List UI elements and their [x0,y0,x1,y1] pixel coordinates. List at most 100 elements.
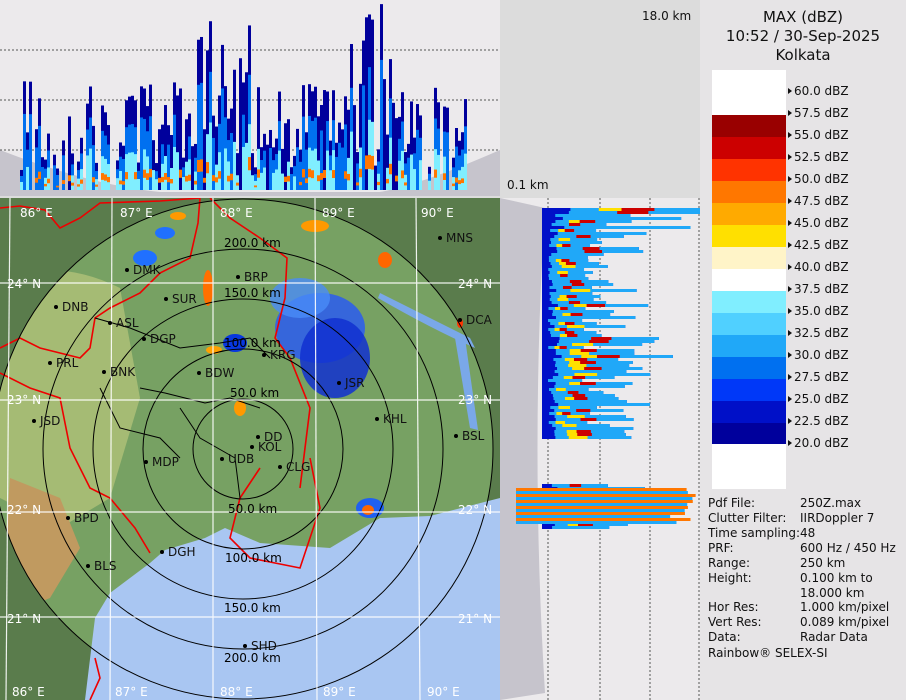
profile-echo [557,232,647,235]
profile-echo [567,433,585,436]
profile-echo [464,153,467,190]
profile-echo [582,247,600,250]
profile-echo [568,436,588,439]
profile-echo [401,170,404,179]
scale-band [712,423,786,445]
profile-echo [194,180,197,185]
profile-echo [329,170,332,190]
profile-echo [558,403,651,406]
profile-echo [233,69,236,190]
profile-echo [200,82,203,190]
profile-echo [548,256,588,259]
profile-echo [173,146,176,190]
profile-echo [565,262,576,265]
lat-label: 24° N [458,277,493,291]
city-label: BLS [86,560,117,573]
profile-echo [564,226,691,229]
profile-echo [443,173,446,180]
profile-echo [89,148,92,190]
profile-echo [564,229,575,232]
lon-label: 89° E [322,206,355,220]
profile-echo [176,95,179,190]
lat-label: 21° N [458,612,493,626]
profile-echo [29,114,32,190]
profile-echo [164,173,167,180]
profile-echo [548,277,589,280]
info-key: Height: [708,571,752,585]
profile-echo [548,319,583,322]
profile-echo [621,208,655,211]
profile-echo [410,101,413,190]
profile-echo [586,304,606,307]
scale-band [712,313,786,335]
profile-echo [236,182,239,186]
profile-echo [551,265,608,268]
profile-echo [549,298,594,301]
info-key: Range: [708,556,751,570]
scale-tick-label: 55.0 dBZ [788,128,849,142]
scale-band [712,269,786,291]
profile-echo [149,116,152,190]
profile-echo [410,154,413,190]
profile-echo [80,179,83,184]
scale-tick-label: 45.0 dBZ [788,216,849,230]
profile-echo [38,171,41,180]
profile-echo [356,163,359,190]
city-label: BPD [66,512,99,525]
lon-label: 86° E [12,685,45,699]
profile-echo [452,183,455,187]
info-row: Time sampling: 48 [708,526,815,541]
profile-echo [257,87,260,190]
profile-echo [125,172,128,180]
scale-band [712,379,786,401]
profile-echo [574,373,598,376]
profile-echo [558,229,570,232]
profile-echo [164,105,167,190]
profile-echo [437,154,440,190]
profile-echo [568,364,587,367]
profile-echo [407,157,410,190]
profile-echo [47,178,50,184]
terrain-wedge-right [380,150,500,196]
lat-label: 21° N [7,612,42,626]
city-label: UDB [220,453,254,466]
profile-echo [299,181,302,186]
profile-echo [584,367,602,370]
info-value: 48 [800,526,816,540]
range-label: 50.0 km [230,386,280,400]
profile-echo [568,220,588,223]
profile-echo [559,328,567,331]
profile-echo [26,166,29,190]
scale-tick-label: 42.5 dBZ [788,238,849,252]
scale-tick-label: 22.5 dBZ [788,414,849,428]
profile-echo [567,391,579,394]
profile-echo [203,177,206,183]
profile-echo [170,135,173,190]
profile-echo [392,102,395,190]
profile-echo [254,185,257,188]
profile-echo [548,268,585,271]
profile-echo [562,217,682,220]
profile-echo [245,142,248,190]
city-label: SUR [164,293,197,306]
profile-echo [596,355,620,358]
profile-echo [104,174,107,181]
profile-echo [275,169,278,190]
profile-echo [557,298,569,301]
profile-echo [557,271,568,274]
info-key: Time sampling: [708,526,801,540]
profile-echo [152,140,155,190]
lon-label: 90° E [427,685,460,699]
profile-echo [550,406,597,409]
profile-echo [68,116,71,190]
profile-echo [185,119,188,190]
profile-echo [567,415,585,418]
profile-echo [569,361,589,364]
profile-echo [557,343,643,346]
info-value: 250 km [800,556,846,570]
profile-echo [386,178,389,184]
profile-echo [278,150,281,190]
profile-echo [554,415,626,418]
scale-band [712,159,786,181]
profile-echo [188,174,191,181]
